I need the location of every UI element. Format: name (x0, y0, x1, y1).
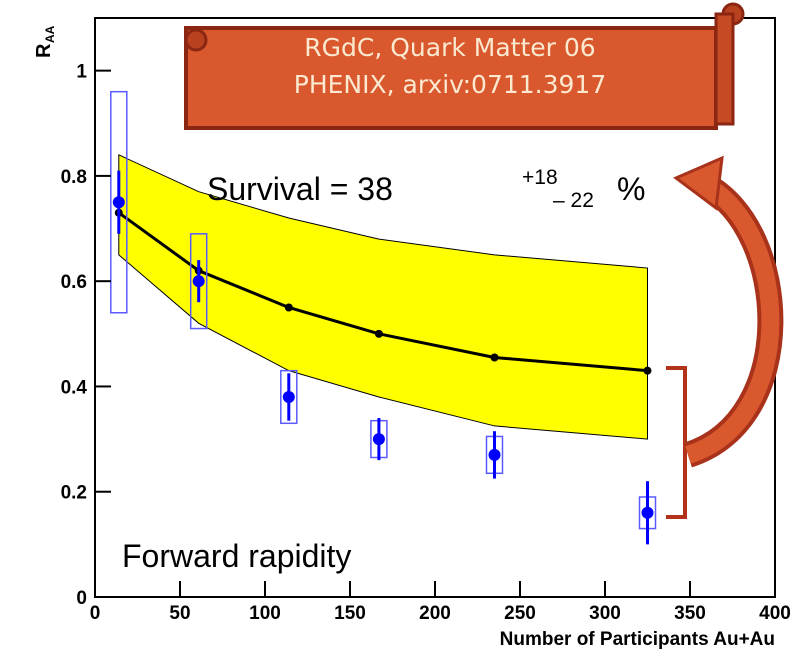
syst-box (110, 90, 128, 314)
survival-unit: % (617, 171, 645, 207)
x-tick-label: 100 (249, 603, 281, 624)
theory-point (284, 303, 293, 312)
banner-line: PHENIX, arxiv:0711.3917 (294, 70, 606, 99)
syst-box (189, 233, 208, 330)
y-tick-label: 0.2 (61, 483, 87, 504)
data-point (282, 390, 295, 403)
survival-minus: – 22 (553, 189, 594, 212)
data-point (488, 448, 501, 461)
arrow-head (673, 155, 724, 211)
y-axis-label: R (33, 43, 55, 58)
y-tick-label: 0 (76, 588, 87, 609)
theory-curve (117, 211, 648, 373)
syst-box (280, 369, 298, 425)
y-axis-label-sub: AA (43, 25, 57, 43)
banner-curl (184, 28, 208, 52)
x-tick-label: 250 (504, 603, 536, 624)
data-point (192, 275, 205, 288)
theory-point (643, 366, 652, 375)
survival-text: Survival = 38 (207, 171, 393, 207)
x-tick-label: 350 (674, 603, 706, 624)
theory-band (118, 154, 648, 440)
banner-roll (714, 12, 735, 126)
x-tick-label: 400 (759, 603, 791, 624)
theory-point (374, 329, 383, 338)
region-label: Forward rapidity (122, 538, 351, 574)
data-point (641, 506, 654, 519)
x-tick-label: 200 (419, 603, 451, 624)
banner-line: RGdC, Quark Matter 06 (304, 33, 595, 62)
data-point (112, 196, 125, 209)
x-tick-label: 150 (334, 603, 366, 624)
x-tick-label: 50 (169, 603, 190, 624)
arrow-body (685, 177, 780, 464)
x-axis-label: Number of Participants Au+Au (500, 629, 775, 650)
banner: RGdC, Quark Matter 06 PHENIX, arxiv:0711… (184, 2, 745, 130)
survival-plus: +18 (522, 166, 558, 189)
data-point (372, 433, 385, 446)
plot-area (110, 90, 657, 545)
theory-point (490, 353, 499, 362)
y-tick-label: 0.8 (61, 167, 87, 188)
y-tick-label: 1 (76, 62, 87, 83)
x-tick-label: 300 (589, 603, 621, 624)
banner-body (184, 26, 718, 130)
y-tick-label: 0.6 (61, 272, 87, 293)
y-tick-label: 0.4 (61, 377, 88, 398)
x-tick-label: 0 (90, 603, 101, 624)
